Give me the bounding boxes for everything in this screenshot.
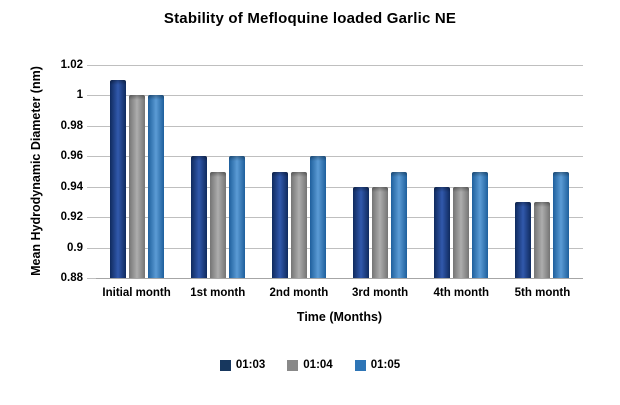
y-axis-tick	[87, 278, 96, 279]
y-axis-tick	[87, 95, 96, 96]
gridline	[96, 95, 583, 96]
y-axis-tick-label: 0.94	[60, 181, 83, 193]
bar-01:05-3rd month	[391, 171, 408, 278]
y-axis-title: Mean Hydrodynamic Diameter (nm)	[29, 66, 43, 276]
bar-group	[502, 65, 583, 278]
bar-01:03-Initial month	[109, 80, 126, 278]
bar-01:03-5th month	[515, 201, 532, 278]
bar-01:04-2nd month	[290, 171, 307, 278]
bar-01:05-4th month	[472, 171, 489, 278]
y-axis-tick-label: 1.02	[60, 59, 83, 71]
gridline	[96, 65, 583, 66]
x-axis-label: 2nd month	[269, 287, 329, 299]
y-axis-tick	[87, 248, 96, 249]
bar-01:04-Initial month	[128, 95, 145, 278]
bar-01:05-Initial month	[147, 95, 164, 278]
bar-01:03-3rd month	[353, 186, 370, 278]
legend-label: 01:04	[303, 359, 333, 371]
y-axis-tick	[87, 187, 96, 188]
gridline	[96, 187, 583, 188]
x-axis-labels: Initial month 1st month 2nd month 3rd month…	[96, 287, 583, 299]
legend-swatch	[287, 359, 299, 371]
gridline	[96, 217, 583, 218]
bar-group	[258, 65, 339, 278]
gridline	[96, 248, 583, 249]
y-axis-tick-label: 1	[76, 89, 83, 101]
legend-item: 01:04	[287, 359, 333, 371]
bar-01:04-3rd month	[372, 186, 389, 278]
gridline	[96, 126, 583, 127]
bar-01:05-1st month	[228, 156, 245, 278]
bar-01:03-4th month	[434, 186, 451, 278]
plot-area: 1.02 1 0.98 0.96 0.94 0.92 0.9 0.88	[61, 59, 583, 284]
bar-01:04-1st month	[209, 171, 226, 278]
x-axis-label: 1st month	[190, 287, 246, 299]
x-axis-label: 3rd month	[351, 287, 409, 299]
chart-title: Stability of Mefloquine loaded Garlic NE	[163, 10, 457, 27]
legend-label: 01:03	[235, 359, 266, 371]
y-axis-tick-label: 0.9	[67, 242, 83, 254]
y-axis-tick-label: 0.98	[60, 120, 83, 132]
bar-group	[421, 65, 502, 278]
y-axis-tick	[87, 126, 96, 127]
bar-01:04-4th month	[453, 186, 470, 278]
x-axis-title: Time (Months)	[296, 310, 383, 324]
bar-01:03-1st month	[190, 156, 207, 278]
bar-01:05-2nd month	[309, 156, 326, 278]
bar-01:03-2nd month	[271, 171, 288, 278]
legend-swatch	[354, 359, 366, 371]
bar-group	[177, 65, 258, 278]
legend-item: 01:05	[354, 359, 401, 371]
legend-item: 01:03	[219, 359, 266, 371]
bar-groups	[96, 65, 583, 278]
y-axis-tick-label: 0.92	[60, 211, 83, 223]
y-axis-tick-label: 0.88	[60, 272, 83, 284]
legend: 01:03 01:04 01:05	[0, 359, 620, 371]
bar-group	[340, 65, 421, 278]
x-axis-label: 4th month	[433, 287, 490, 299]
x-axis-label: 5th month	[514, 287, 571, 299]
gridline	[96, 156, 583, 157]
bar-group	[96, 65, 177, 278]
bar-01:04-5th month	[534, 201, 551, 278]
y-axis-tick	[87, 217, 96, 218]
y-axis-tick-label: 0.96	[60, 150, 83, 162]
legend-swatch	[219, 359, 231, 371]
y-axis-tick	[87, 65, 96, 66]
bar-01:05-5th month	[553, 171, 570, 278]
gridline	[96, 278, 583, 279]
x-axis-label: Initial month	[102, 287, 171, 299]
legend-label: 01:05	[370, 359, 401, 371]
y-axis-tick	[87, 156, 96, 157]
